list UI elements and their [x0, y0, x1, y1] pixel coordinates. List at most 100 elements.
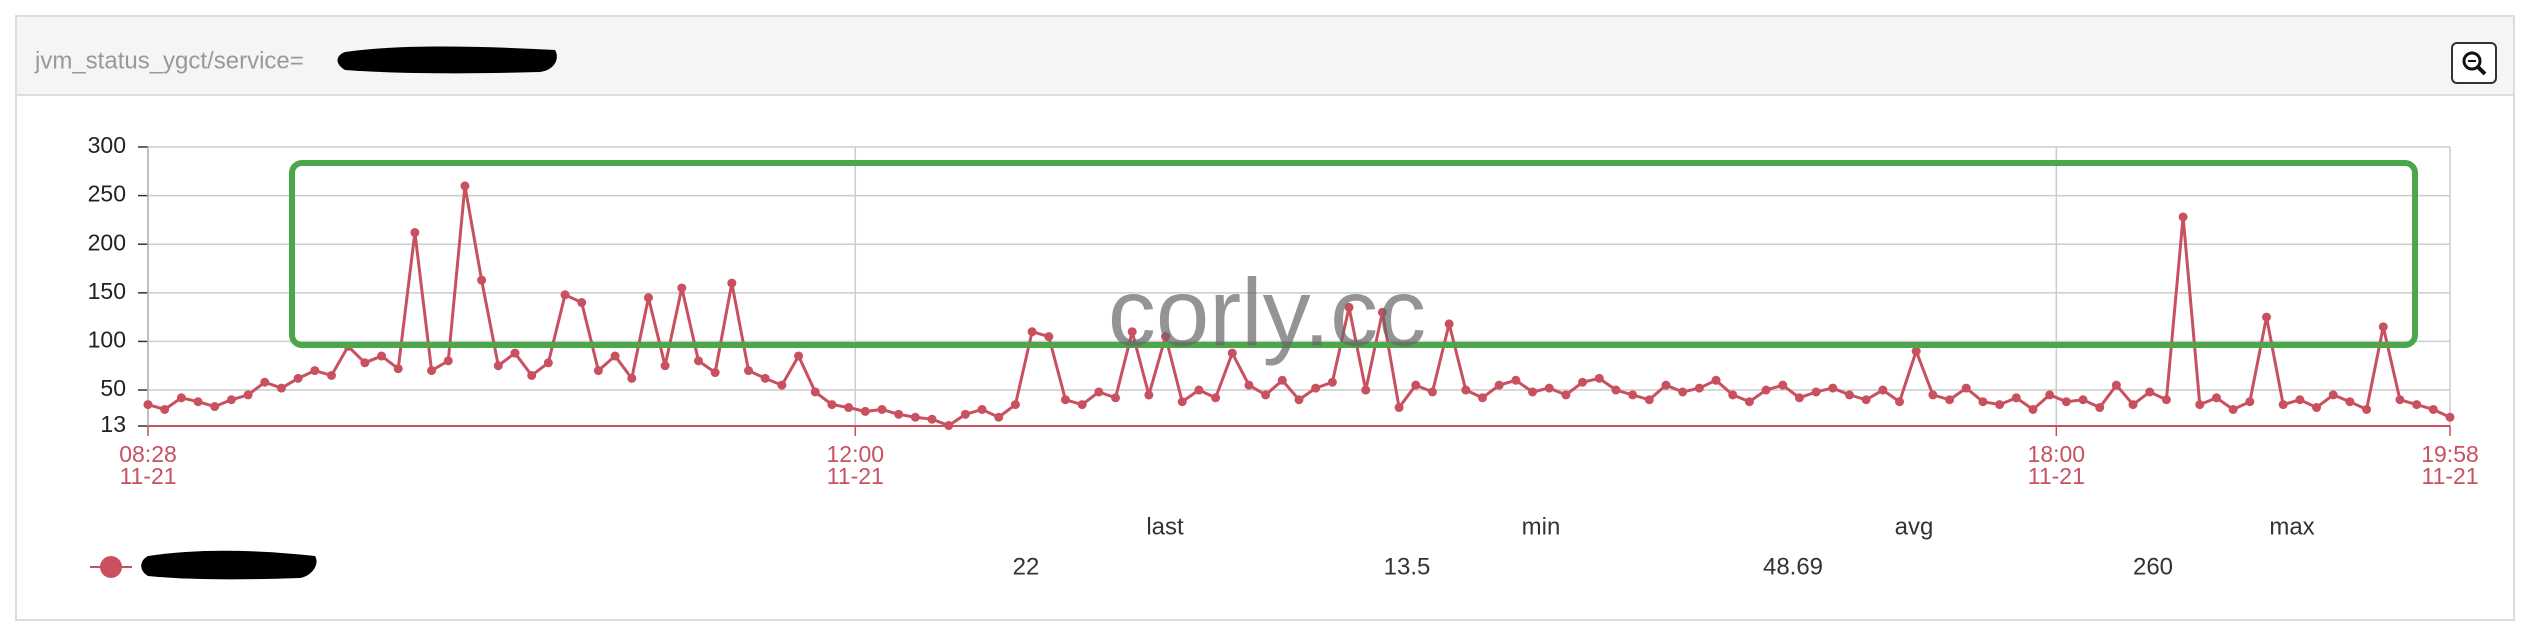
stat-value: 260 [2133, 553, 2173, 580]
data-point [1728, 390, 1738, 400]
data-point [1911, 346, 1921, 356]
data-point [493, 361, 503, 371]
data-point [2161, 395, 2171, 405]
x-tick-label: 18:00 [2028, 441, 2086, 467]
data-point [1377, 307, 1387, 317]
zoom-icon [2476, 65, 2487, 76]
data-point [2428, 404, 2438, 414]
data-point [593, 366, 603, 376]
x-tick-label: 11-21 [827, 463, 884, 489]
data-point [1261, 390, 1271, 400]
data-point [1511, 375, 1521, 385]
data-point [1528, 387, 1538, 397]
redaction [337, 46, 557, 74]
data-point [1778, 380, 1788, 390]
data-point [1211, 393, 1221, 403]
data-point [2278, 400, 2288, 410]
zoom-button[interactable] [2451, 42, 2497, 84]
legend: last 22 min 13.5 avg 48.69 max 260 [90, 513, 2315, 580]
data-point [2111, 380, 2121, 390]
data-point [927, 414, 937, 424]
data-point [1311, 383, 1321, 393]
data-point [2145, 387, 2155, 397]
data-point [360, 358, 370, 368]
stat-header: last [1146, 513, 1184, 540]
data-point [243, 390, 253, 400]
data-point [760, 373, 770, 383]
data-point [693, 356, 703, 366]
data-point [1294, 395, 1304, 405]
data-point [1744, 397, 1754, 407]
data-point [894, 409, 904, 419]
data-point [2312, 403, 2322, 413]
data-point [2378, 322, 2388, 332]
data-point [1895, 397, 1905, 407]
data-point [1060, 395, 1070, 405]
data-point [1244, 380, 1254, 390]
data-point [1177, 397, 1187, 407]
data-point [310, 366, 320, 376]
stat-value: 48.69 [1763, 553, 1823, 580]
data-point [1427, 387, 1437, 397]
data-point [1861, 395, 1871, 405]
data-point [1077, 400, 1087, 410]
panel-title: jvm_status_ygct/service= [34, 47, 304, 74]
data-point [2128, 400, 2138, 410]
x-tick-label: 08:28 [119, 441, 177, 467]
data-point [210, 402, 220, 412]
data-point [1394, 403, 1404, 413]
y-tick-label: 300 [88, 132, 126, 158]
data-point [393, 364, 403, 374]
data-point [994, 412, 1004, 422]
data-point [860, 406, 870, 416]
x-tick-label: 11-21 [2421, 463, 2478, 489]
highlight-box [289, 160, 2418, 348]
data-point [2028, 404, 2038, 414]
data-point [777, 380, 787, 390]
data-point [1194, 385, 1204, 395]
data-point [1010, 400, 1020, 410]
data-point [1878, 385, 1888, 395]
data-point [577, 298, 587, 308]
data-point [143, 400, 153, 410]
y-tick-label: 150 [88, 278, 126, 304]
legend-marker [100, 556, 122, 578]
data-point [510, 348, 520, 358]
data-point [1694, 383, 1704, 393]
data-point [427, 366, 437, 376]
data-point [1411, 380, 1421, 390]
data-point [2228, 404, 2238, 414]
data-point [1578, 377, 1588, 387]
data-point [1678, 387, 1688, 397]
x-tick-label: 11-21 [2028, 463, 2085, 489]
data-point [410, 228, 420, 238]
data-point [1344, 302, 1354, 312]
data-point [960, 409, 970, 419]
data-point [710, 368, 720, 378]
data-point [727, 278, 737, 288]
data-point [477, 275, 487, 285]
data-point [677, 283, 687, 293]
data-point [1844, 390, 1854, 400]
data-point [176, 393, 186, 403]
data-point [1127, 327, 1137, 337]
data-point [844, 403, 854, 413]
data-point [627, 373, 637, 383]
data-point [1144, 390, 1154, 400]
stat-value: 13.5 [1384, 553, 1431, 580]
data-point [226, 395, 236, 405]
y-tick-label: 50 [100, 375, 126, 401]
data-point [2178, 212, 2188, 222]
watermark: corly.cc [1108, 259, 1426, 366]
data-point [293, 373, 303, 383]
data-point [944, 421, 954, 431]
data-point [1544, 383, 1554, 393]
data-point [910, 412, 920, 422]
panel-frame [15, 15, 2515, 621]
data-point [1811, 387, 1821, 397]
stat-value: 22 [1013, 553, 1040, 580]
data-point [744, 366, 754, 376]
data-point [1444, 319, 1454, 329]
data-point [2195, 400, 2205, 410]
